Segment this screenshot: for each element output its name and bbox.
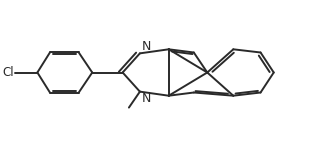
Text: Cl: Cl bbox=[2, 66, 14, 79]
Text: N: N bbox=[141, 40, 151, 53]
Text: N: N bbox=[141, 92, 151, 105]
